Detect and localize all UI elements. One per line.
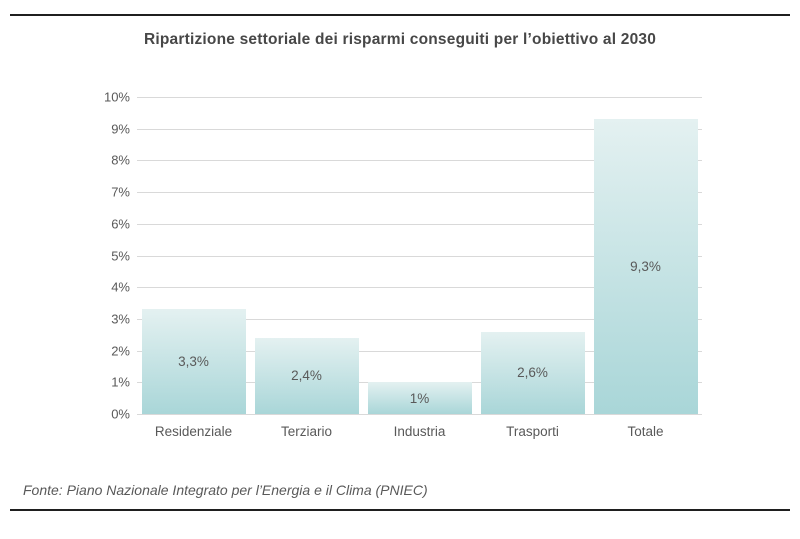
x-category-label: Industria	[393, 424, 446, 439]
bottom-divider	[10, 509, 790, 511]
plot-area: 3,3% 2,4% 1% 2,6% 9,3%	[137, 97, 702, 415]
bar-terziario: 2,4%	[254, 337, 359, 414]
x-category-label: Terziario	[280, 424, 332, 439]
bar-totale: 9,3%	[593, 119, 698, 414]
top-divider	[10, 14, 790, 16]
bar-value-label: 2,6%	[517, 365, 548, 381]
y-tick-label: 9%	[111, 121, 130, 137]
gridline-8%	[137, 160, 702, 162]
gridline-0%	[137, 414, 702, 415]
gridline-6%	[137, 223, 702, 225]
y-tick-label: 4%	[111, 279, 130, 295]
gridline-7%	[137, 192, 702, 194]
gridline-10%	[137, 97, 702, 98]
x-category-label: Trasporti	[506, 424, 559, 439]
bar-value-label: 1%	[409, 390, 430, 406]
y-tick-label: 8%	[111, 152, 130, 168]
bar-value-label: 2,4%	[291, 368, 322, 384]
source-note: Fonte: Piano Nazionale Integrato per l’E…	[23, 482, 428, 498]
bar-trasporti: 2,6%	[480, 331, 585, 414]
y-tick-label: 3%	[111, 311, 130, 327]
x-axis: Residenziale Terziario Industria Trasporti T…	[137, 424, 702, 444]
gridline-4%	[137, 287, 702, 289]
y-tick-label: 6%	[111, 216, 130, 232]
y-axis: 0% 1% 2% 3% 4% 5% 6% 7% 8% 9% 10%	[55, 90, 130, 422]
x-category-label: Totale	[627, 424, 664, 439]
bar-value-label: 9,3%	[630, 259, 661, 275]
bar-residenziale: 3,3%	[141, 309, 246, 414]
gridline-9%	[137, 128, 702, 130]
gridline-5%	[137, 255, 702, 257]
y-tick-label: 1%	[111, 374, 130, 390]
bar-value-label: 3,3%	[178, 354, 209, 370]
gridline-2%	[137, 350, 702, 352]
y-tick-label: 2%	[111, 343, 130, 359]
y-tick-label: 7%	[111, 184, 130, 200]
y-tick-label: 5%	[111, 248, 130, 263]
y-tick-label: 0%	[111, 406, 130, 422]
gridline-3%	[137, 318, 702, 320]
bar-industria: 1%	[367, 382, 472, 414]
x-category-label: Residenziale	[154, 424, 233, 439]
chart-title: Ripartizione settoriale dei risparmi con…	[143, 31, 657, 48]
y-tick-label: 10%	[103, 89, 130, 105]
